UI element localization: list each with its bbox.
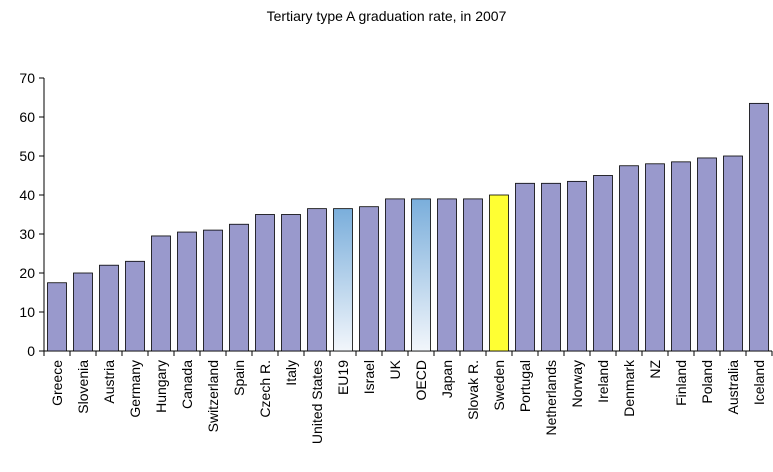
bar-japan xyxy=(437,198,457,352)
category-label: Netherlands xyxy=(543,360,559,436)
bar-slovenia xyxy=(73,272,93,352)
y-tick-label: 50 xyxy=(19,148,35,164)
y-tick-label: 0 xyxy=(27,343,35,359)
category-label: Sweden xyxy=(491,360,507,411)
bar-hungary xyxy=(151,235,171,352)
bar-czech-r xyxy=(255,214,275,352)
y-tick-label: 10 xyxy=(19,304,35,320)
y-tick-label: 70 xyxy=(19,70,35,86)
chart-title: Tertiary type A graduation rate, in 2007 xyxy=(266,8,507,24)
bar-iceland xyxy=(749,102,769,352)
bar-oecd xyxy=(411,198,431,352)
category-label: Norway xyxy=(569,360,585,407)
category-label: Canada xyxy=(179,360,195,409)
labels: Greece Slovenia Austria Germany Hungary Canad… xyxy=(49,359,767,444)
category-label: Japan xyxy=(439,360,455,398)
y-tick-label: 30 xyxy=(19,226,35,242)
bar-austria xyxy=(99,264,119,352)
bar-sweden xyxy=(489,194,509,352)
category-label: Slovenia xyxy=(75,360,91,414)
bar-slovak-r xyxy=(463,198,483,352)
axes: 0 10 20 30 40 50 60 70 xyxy=(19,70,773,359)
category-label: UK xyxy=(387,359,403,379)
category-label: Iceland xyxy=(751,360,767,405)
y-tick-label: 40 xyxy=(19,187,35,203)
y-tick-label: 60 xyxy=(19,109,35,125)
category-label: Portugal xyxy=(517,360,533,412)
category-label: Czech R. xyxy=(257,360,273,418)
category-label: Slovak R. xyxy=(465,360,481,420)
category-label: Poland xyxy=(699,360,715,404)
category-label: Germany xyxy=(127,360,143,418)
category-label: EU19 xyxy=(335,360,351,395)
category-label: Hungary xyxy=(153,360,169,413)
category-label: Denmark xyxy=(621,359,637,417)
bar-ireland xyxy=(593,175,613,352)
category-label: NZ xyxy=(647,360,663,379)
bar-denmark xyxy=(619,165,639,352)
bar-portugal xyxy=(515,182,535,352)
category-label: Austria xyxy=(101,360,117,404)
category-label: United States xyxy=(309,360,325,444)
bar-greece xyxy=(47,282,67,352)
bar-nz xyxy=(645,163,665,352)
bars xyxy=(47,102,769,352)
category-label: Italy xyxy=(283,360,299,386)
bar-united-states xyxy=(307,208,327,352)
category-label: Greece xyxy=(49,360,65,406)
bar-italy xyxy=(281,214,301,352)
category-label: Australia xyxy=(725,360,741,415)
category-label: Israel xyxy=(361,360,377,394)
category-label: Switzerland xyxy=(205,360,221,432)
bar-uk xyxy=(385,198,405,352)
bar-switzerland xyxy=(203,229,223,352)
bar-germany xyxy=(125,260,145,352)
bar-finland xyxy=(671,161,691,352)
category-label: Finland xyxy=(673,360,689,406)
bar-israel xyxy=(359,206,379,352)
y-tick-label: 20 xyxy=(19,265,35,281)
bar-norway xyxy=(567,180,587,352)
bar-australia xyxy=(723,155,743,352)
bar-canada xyxy=(177,231,197,352)
category-label: Spain xyxy=(231,360,247,396)
bar-spain xyxy=(229,223,249,352)
bar-eu19 xyxy=(333,208,353,352)
category-label: OECD xyxy=(413,360,429,400)
bar-poland xyxy=(697,157,717,352)
category-label: Ireland xyxy=(595,360,611,403)
bar-netherlands xyxy=(541,182,561,352)
